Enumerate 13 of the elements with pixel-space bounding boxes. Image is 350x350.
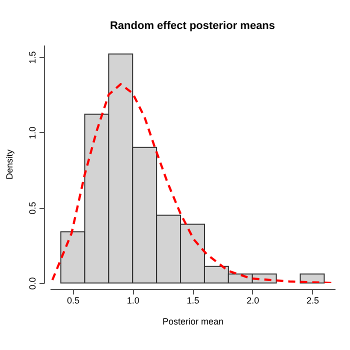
line-series bbox=[51, 83, 334, 283]
x-tick-label: 1.0 bbox=[126, 296, 140, 306]
x-tick-label: 1.5 bbox=[186, 296, 200, 306]
y-axis-title: Density bbox=[4, 149, 14, 180]
chart-title: Random effect posterior means bbox=[110, 20, 276, 32]
y-tick-label: 1.5 bbox=[28, 51, 38, 64]
x-tick-label: 2.0 bbox=[246, 296, 260, 306]
x-tick-label: 0.5 bbox=[66, 296, 80, 306]
y-tick-label: 0.0 bbox=[28, 277, 38, 290]
x-tick-label: 2.5 bbox=[306, 296, 320, 306]
y-tick-label: 1.0 bbox=[28, 126, 38, 140]
x-axis-title: Posterior mean bbox=[162, 316, 224, 326]
y-tick-label: 0.5 bbox=[28, 202, 38, 214]
